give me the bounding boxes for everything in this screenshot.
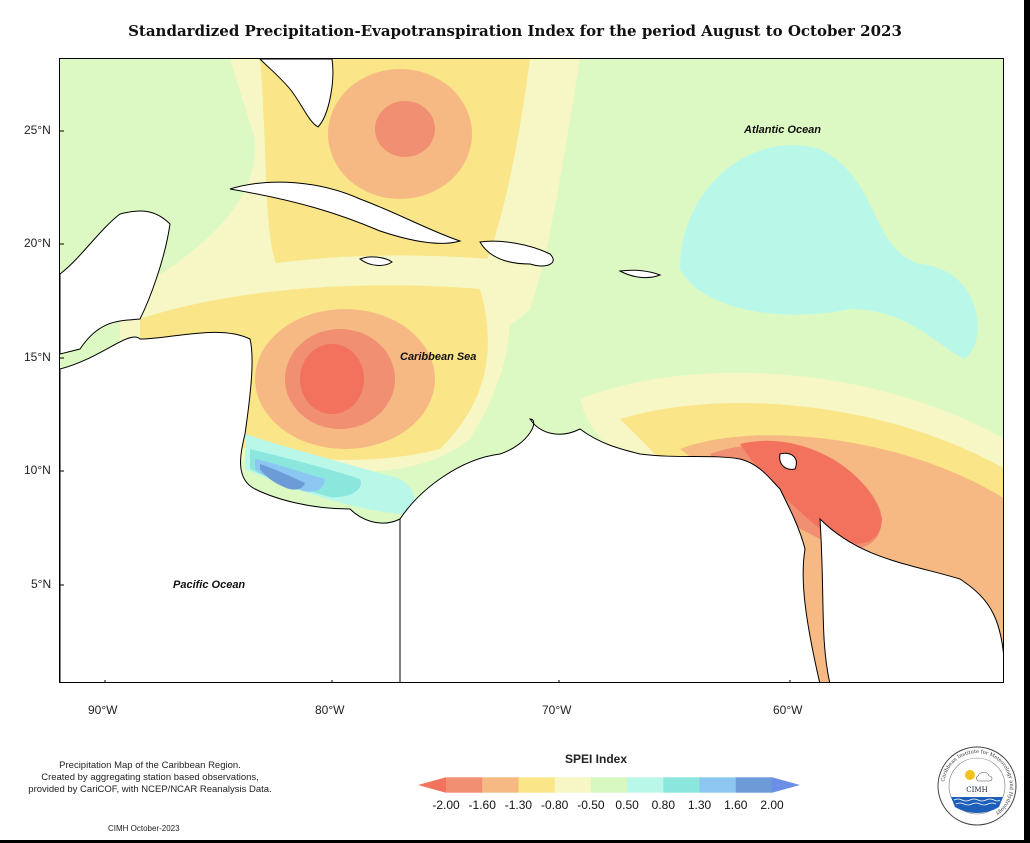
lat-label-5n: 5°N	[31, 577, 52, 591]
legend-title: SPEI Index	[565, 752, 628, 766]
legend-segment	[518, 777, 556, 793]
logo-text: CIMH	[966, 786, 987, 794]
legend-segment	[663, 777, 701, 793]
page-border-right	[1024, 0, 1030, 843]
land-masses	[60, 59, 1003, 682]
lon-label-60w: 60°W	[773, 703, 803, 717]
legend-segment	[482, 777, 519, 793]
map-svg	[60, 59, 1003, 682]
legend-arrow-high	[772, 777, 800, 793]
sun-icon	[965, 770, 975, 780]
map-description: Precipitation Map of the Caribbean Regio…	[10, 760, 290, 796]
legend-arrow-low	[418, 777, 446, 793]
legend-tick-label: -0.80	[540, 798, 569, 812]
legend-segment	[554, 777, 592, 793]
cimh-logo: CIMH Caribbean Institute for Meteorology…	[937, 746, 1017, 826]
credit-text: CIMH October-2023	[108, 824, 180, 833]
legend-colorbar	[418, 777, 800, 793]
legend-tick-label: 2.00	[760, 798, 784, 812]
legend-tick-label: -1.60	[468, 798, 496, 812]
legend-segment	[699, 777, 737, 793]
lon-label-80w: 80°W	[315, 703, 345, 717]
legend-tick-label: 1.30	[687, 798, 712, 812]
lat-label-15n: 15°N	[24, 350, 51, 364]
page-border-bottom	[0, 840, 1030, 843]
legend-segment	[446, 777, 483, 793]
atlantic-ocean-label: Atlantic Ocean	[744, 124, 822, 136]
legend-tick-label: -0.50	[577, 798, 605, 812]
map-title: Standardized Precipitation-Evapotranspir…	[128, 22, 902, 40]
legend-tick-label: 0.50	[615, 798, 639, 812]
lon-label-70w: 70°W	[542, 703, 572, 717]
lat-label-20n: 20°N	[24, 236, 51, 250]
description-line-2: Created by aggregating station based obs…	[41, 772, 259, 783]
caribbean-sea-label: Caribbean Sea	[400, 351, 477, 363]
legend-tick-label: 0.80	[651, 798, 676, 812]
pacific-ocean-label: Pacific Ocean	[173, 579, 246, 591]
lat-label-10n: 10°N	[24, 463, 51, 477]
legend-segment	[627, 777, 664, 793]
legend-segment	[735, 777, 773, 793]
lat-label-25n: 25°N	[24, 123, 51, 137]
legend-tick-label: 1.60	[724, 798, 748, 812]
frame-ticks	[60, 130, 791, 682]
legend-tick-label: -1.30	[504, 798, 533, 812]
cloud-icon	[976, 771, 993, 782]
description-line-1: Precipitation Map of the Caribbean Regio…	[59, 760, 241, 771]
lon-label-90w: 90°W	[88, 703, 118, 717]
description-line-3: provided by CariCOF, with NCEP/NCAR Rean…	[28, 784, 272, 795]
legend-segment	[590, 777, 628, 793]
map-area	[59, 58, 1004, 683]
legend-tick-label: -2.00	[432, 798, 460, 812]
